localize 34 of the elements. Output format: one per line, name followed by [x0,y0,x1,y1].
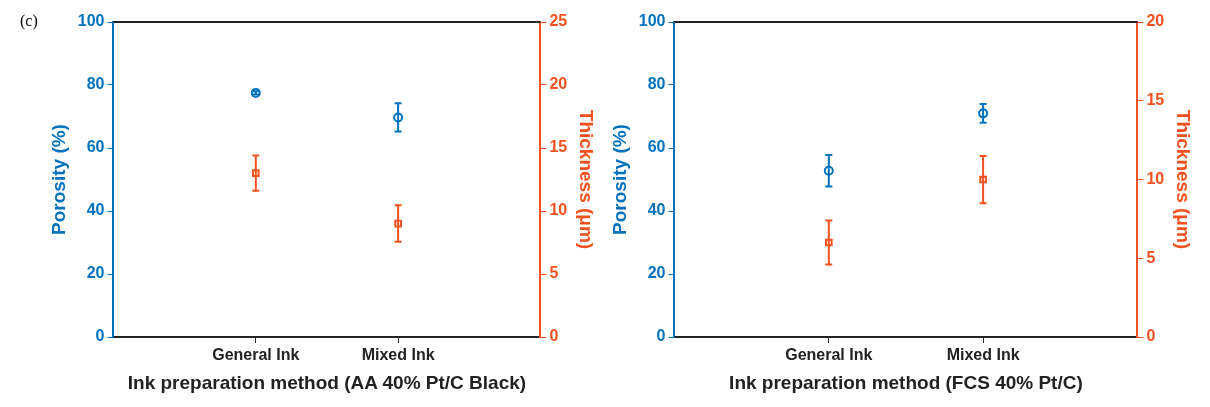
y-tick-label: 80 [647,75,666,93]
y2-tick-label: 25 [549,12,568,30]
y-tick-label: 60 [647,138,666,156]
y2-tick-label: 10 [1146,169,1165,187]
y2-axis-title: Thickness (μm) [576,109,598,250]
y-axis-title: Porosity (%) [608,124,630,235]
y2-tick-label: 15 [549,138,568,156]
y2-tick-label: 0 [1146,327,1156,345]
x-tick-label: General Ink [785,346,873,364]
y-tick-label: 60 [86,138,105,156]
y2-tick-label: 0 [549,327,559,345]
y2-tick-label: 5 [1146,248,1156,266]
x-tick-label: General Ink [212,346,300,364]
text: (c) [20,12,38,30]
y-tick-label: 20 [86,264,105,282]
y2-tick-label: 10 [549,201,568,219]
x-tick-label: Mixed Ink [946,346,1020,364]
y2-tick-label: 5 [549,264,559,282]
y-tick-label: 0 [656,327,666,345]
y-tick-label: 20 [647,264,666,282]
x-axis-title: Ink preparation method (FCS 40% Pt/C) [729,371,1083,393]
y-axis-title: Porosity (%) [47,124,69,235]
y-tick-label: 100 [77,12,105,30]
y2-axis-title: Thickness (μm) [1173,109,1195,250]
y2-tick-label: 20 [1146,12,1165,30]
y2-tick-label: 15 [1146,91,1165,109]
y-tick-label: 40 [647,201,666,219]
x-axis-title: Ink preparation method (AA 40% Pt/C Black) [127,371,527,393]
y-tick-label: 40 [86,201,105,219]
y-tick-label: 100 [638,12,666,30]
x-tick-label: Mixed Ink [361,346,435,364]
y-tick-label: 80 [86,75,105,93]
y-tick-label: 0 [95,327,105,345]
y2-tick-label: 20 [549,75,568,93]
